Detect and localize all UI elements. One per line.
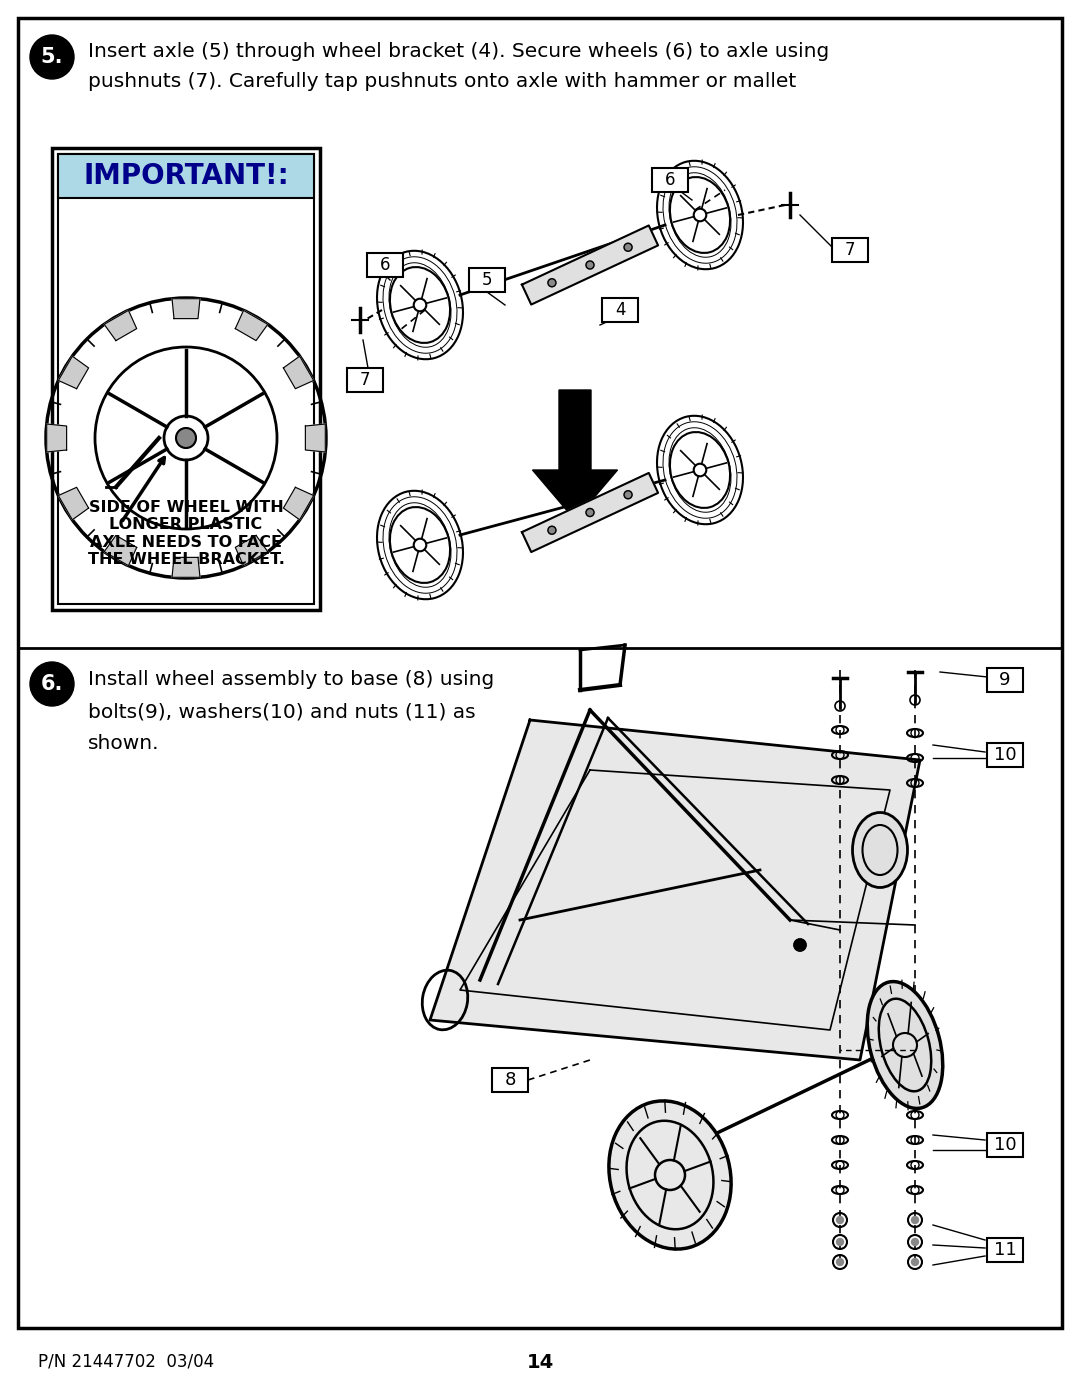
Text: Install wheel assembly to base (8) using: Install wheel assembly to base (8) using [87, 671, 495, 689]
Ellipse shape [383, 497, 457, 594]
Circle shape [30, 662, 75, 705]
Polygon shape [105, 310, 137, 341]
Text: 11: 11 [994, 1241, 1016, 1259]
Polygon shape [46, 425, 67, 453]
Circle shape [586, 509, 594, 517]
Text: 5.: 5. [41, 47, 64, 67]
Polygon shape [58, 488, 89, 520]
Text: shown.: shown. [87, 733, 160, 753]
Circle shape [837, 1239, 843, 1246]
Text: 7: 7 [845, 242, 855, 258]
Polygon shape [283, 488, 313, 520]
Bar [58, 154, 314, 198]
Circle shape [624, 243, 632, 251]
Text: 9: 9 [999, 671, 1011, 689]
Circle shape [548, 527, 556, 534]
Ellipse shape [867, 982, 943, 1108]
Circle shape [586, 261, 594, 270]
Bar [52, 148, 320, 610]
Bar [367, 253, 403, 277]
Circle shape [912, 1239, 918, 1246]
Text: 8: 8 [504, 1071, 515, 1090]
Text: Insert axle (5) through wheel bracket (4). Secure wheels (6) to axle using: Insert axle (5) through wheel bracket (4… [87, 42, 829, 61]
Polygon shape [172, 557, 200, 577]
Text: bolts(9), washers(10) and nuts (11) as: bolts(9), washers(10) and nuts (11) as [87, 703, 475, 721]
Text: 6: 6 [665, 170, 675, 189]
Ellipse shape [389, 503, 451, 587]
Polygon shape [105, 535, 137, 566]
Bar [652, 168, 688, 191]
Ellipse shape [609, 1101, 731, 1249]
Bar [987, 1133, 1023, 1157]
Bar [602, 298, 638, 321]
Bar [492, 1067, 528, 1092]
Circle shape [912, 1217, 918, 1224]
Circle shape [176, 427, 195, 448]
Bar [58, 154, 314, 198]
Polygon shape [532, 390, 618, 520]
Text: SIDE OF WHEEL WITH
LONGER PLASTIC
AXLE NEEDS TO FACE
THE WHEEL BRACKET.: SIDE OF WHEEL WITH LONGER PLASTIC AXLE N… [87, 500, 284, 567]
Ellipse shape [669, 427, 731, 513]
Polygon shape [58, 356, 89, 388]
Text: 6.: 6. [41, 673, 64, 694]
Circle shape [837, 1217, 843, 1224]
Text: 5: 5 [482, 271, 492, 289]
Text: 14: 14 [526, 1352, 554, 1372]
Circle shape [548, 279, 556, 286]
Circle shape [30, 35, 75, 80]
Ellipse shape [389, 263, 451, 348]
Polygon shape [235, 310, 268, 341]
Ellipse shape [383, 257, 457, 353]
Bar [832, 237, 868, 263]
Ellipse shape [663, 422, 737, 518]
Text: 7: 7 [360, 372, 370, 388]
Text: pushnuts (7). Carefully tap pushnuts onto axle with hammer or mallet: pushnuts (7). Carefully tap pushnuts ont… [87, 73, 796, 91]
Text: 10: 10 [994, 746, 1016, 764]
Polygon shape [306, 425, 325, 453]
Bar [987, 1238, 1023, 1261]
Circle shape [624, 490, 632, 499]
Bar [58, 154, 314, 604]
Circle shape [795, 940, 805, 950]
Bar [347, 367, 383, 393]
Bar [469, 268, 505, 292]
Circle shape [794, 939, 806, 951]
Bar [987, 668, 1023, 692]
Circle shape [912, 1259, 918, 1266]
Text: IMPORTANT!:: IMPORTANT!: [83, 162, 288, 190]
Text: 10: 10 [994, 1136, 1016, 1154]
Ellipse shape [852, 813, 907, 887]
Polygon shape [430, 719, 920, 1060]
Polygon shape [235, 535, 268, 566]
Polygon shape [522, 225, 658, 305]
Polygon shape [172, 299, 200, 319]
Ellipse shape [669, 173, 731, 257]
Bar [987, 743, 1023, 767]
Polygon shape [522, 474, 658, 552]
Ellipse shape [663, 166, 737, 263]
Text: 4: 4 [615, 300, 625, 319]
Text: P/N 21447702  03/04: P/N 21447702 03/04 [38, 1354, 214, 1370]
Circle shape [837, 1259, 843, 1266]
Text: 6: 6 [380, 256, 390, 274]
Polygon shape [283, 356, 313, 388]
